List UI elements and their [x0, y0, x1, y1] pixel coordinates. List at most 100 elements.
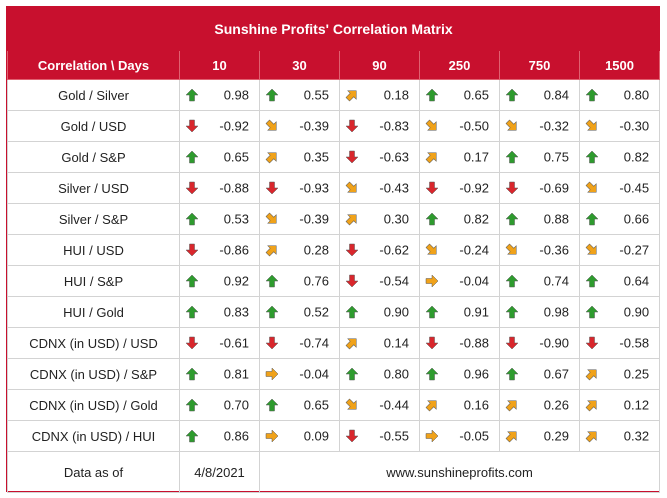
arrow-up-right-icon: [265, 152, 277, 164]
arrow-up-right-icon: [585, 369, 597, 381]
arrow-up-icon: [185, 429, 199, 443]
arrow-up-icon: [585, 274, 599, 288]
correlation-cell: 0.64: [578, 265, 661, 297]
arrow-up-icon: [265, 88, 279, 102]
matrix-table: Sunshine Profits' Correlation Matrix Cor…: [6, 7, 661, 493]
correlation-cell: 0.75: [499, 141, 580, 173]
arrow-down-icon: [425, 181, 439, 195]
row-label: HUI / USD: [7, 234, 180, 266]
correlation-value: 0.86: [223, 428, 249, 444]
table-row: Gold / Silver 0.98 0.55 0.18 0.65 0.84 0.80: [7, 79, 661, 111]
correlation-cell: -0.63: [339, 141, 420, 173]
arrow-up-icon: [185, 212, 199, 226]
correlation-cell: -0.39: [259, 110, 340, 142]
row-label: Gold / S&P: [7, 141, 180, 173]
table-row: CDNX (in USD) / HUI 0.86 0.09 -0.55 -0.05 0.2…: [7, 420, 661, 452]
arrow-down-icon: [345, 119, 359, 133]
arrow-down-icon: [345, 150, 359, 164]
footer-site: www.sunshineprofits.com: [258, 451, 661, 493]
correlation-cell: 0.82: [578, 141, 661, 173]
correlation-cell: 0.91: [419, 296, 500, 328]
correlation-cell: 0.70: [179, 389, 260, 421]
arrow-up-right-icon: [345, 338, 357, 350]
header-day-30: 30: [259, 50, 340, 80]
correlation-value: -0.88: [459, 335, 489, 351]
correlation-value: -0.74: [299, 335, 329, 351]
row-label: CDNX (in USD) / HUI: [7, 420, 180, 452]
arrow-down-right-icon: [345, 181, 357, 193]
correlation-cell: -0.83: [339, 110, 420, 142]
arrow-up-icon: [185, 305, 199, 319]
correlation-value: 0.92: [223, 273, 249, 289]
correlation-cell: -0.92: [419, 172, 500, 204]
correlation-cell: -0.44: [339, 389, 420, 421]
correlation-value: 0.65: [223, 149, 249, 165]
header-day-750: 750: [499, 50, 580, 80]
correlation-value: -0.32: [539, 118, 569, 134]
correlation-value: -0.45: [619, 180, 650, 196]
correlation-cell: -0.50: [419, 110, 500, 142]
correlation-value: 0.96: [463, 366, 489, 382]
arrow-right-icon: [425, 274, 439, 288]
correlation-value: -0.55: [379, 428, 409, 444]
correlation-cell: 0.26: [499, 389, 580, 421]
correlation-cell: -0.86: [179, 234, 260, 266]
correlation-cell: 0.65: [419, 79, 500, 111]
correlation-cell: -0.05: [419, 420, 500, 452]
correlation-value: -0.93: [299, 180, 329, 196]
arrow-down-right-icon: [425, 119, 437, 131]
correlation-cell: -0.24: [419, 234, 500, 266]
correlation-value: -0.36: [539, 242, 569, 258]
arrow-down-icon: [585, 336, 599, 350]
arrow-down-right-icon: [505, 119, 517, 131]
arrow-down-right-icon: [585, 243, 597, 255]
correlation-cell: 0.90: [339, 296, 420, 328]
arrow-right-icon: [265, 429, 279, 443]
correlation-value: -0.39: [299, 118, 329, 134]
correlation-cell: 0.67: [499, 358, 580, 390]
correlation-value: 0.70: [223, 397, 249, 413]
correlation-cell: 0.83: [179, 296, 260, 328]
arrow-down-icon: [425, 336, 439, 350]
arrow-up-icon: [585, 305, 599, 319]
correlation-cell: -0.36: [499, 234, 580, 266]
correlation-value: 0.12: [623, 397, 650, 413]
correlation-value: -0.92: [219, 118, 249, 134]
arrow-up-right-icon: [505, 431, 517, 443]
correlation-cell: 0.53: [179, 203, 260, 235]
correlation-value: -0.30: [619, 118, 650, 134]
table-row: HUI / S&P 0.92 0.76 -0.54 -0.04 0.74 0.64: [7, 265, 661, 297]
header-row: Correlation \ Days 10 30 90 250 750 1500: [7, 50, 661, 80]
correlation-cell: 0.29: [499, 420, 580, 452]
correlation-value: 0.74: [543, 273, 569, 289]
arrow-down-icon: [265, 336, 279, 350]
arrow-down-right-icon: [585, 119, 597, 131]
arrow-up-icon: [425, 367, 439, 381]
row-label: Silver / S&P: [7, 203, 180, 235]
arrow-up-icon: [585, 212, 599, 226]
correlation-value: 0.82: [463, 211, 489, 227]
arrow-up-icon: [345, 305, 359, 319]
correlation-cell: 0.74: [499, 265, 580, 297]
footer-row: Data as of 4/8/2021 www.sunshineprofits.…: [7, 451, 661, 493]
correlation-cell: 0.52: [259, 296, 340, 328]
correlation-value: 0.52: [303, 304, 329, 320]
correlation-cell: 0.90: [578, 296, 661, 328]
correlation-value: -0.44: [379, 397, 409, 413]
correlation-value: -0.88: [219, 180, 249, 196]
correlation-cell: 0.32: [578, 420, 661, 452]
correlation-cell: 0.65: [179, 141, 260, 173]
table-title: Sunshine Profits' Correlation Matrix: [6, 7, 661, 51]
row-label: CDNX (in USD) / S&P: [7, 358, 180, 390]
correlation-value: 0.30: [383, 211, 409, 227]
arrow-up-icon: [185, 367, 199, 381]
correlation-cell: -0.45: [578, 172, 661, 204]
correlation-cell: -0.90: [499, 327, 580, 359]
table-row: Silver / S&P 0.53 -0.39 0.30 0.82 0.88 0.66: [7, 203, 661, 235]
correlation-value: 0.83: [223, 304, 249, 320]
correlation-value: -0.39: [299, 211, 329, 227]
correlation-value: -0.24: [459, 242, 489, 258]
correlation-value: 0.26: [543, 397, 569, 413]
correlation-value: 0.25: [623, 366, 650, 382]
correlation-cell: 0.84: [499, 79, 580, 111]
